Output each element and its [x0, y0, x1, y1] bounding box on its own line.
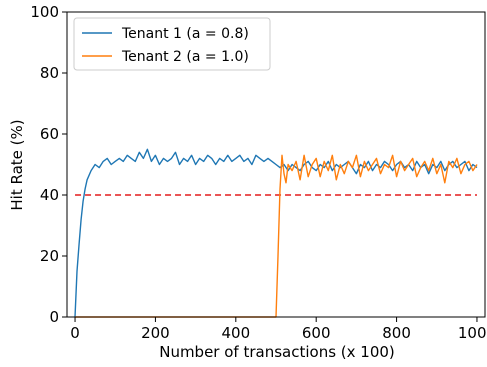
legend-box [73, 17, 271, 71]
x-axis-label: Number of transactions (x 100) [159, 343, 395, 361]
plot-area [74, 148, 478, 318]
legend-label-tenant-2: Tenant 2 (a = 1.0) [121, 49, 249, 65]
y-tick-label: 80 [40, 64, 59, 82]
x-tick-label: 800 [382, 324, 411, 342]
y-axis-label: Hit Rate (%) [8, 119, 26, 210]
y-tick-label: 20 [40, 247, 59, 265]
plot-frame [66, 11, 486, 318]
x-tick-label: 600 [302, 324, 331, 342]
legend-label-tenant-1: Tenant 1 (a = 0.8) [121, 26, 249, 42]
y-tick-label: 0 [49, 308, 59, 326]
y-tick-label: 60 [40, 125, 59, 143]
series-line-tenant-2 [75, 154, 478, 318]
y-tick-label: 100 [30, 3, 59, 21]
y-tick-label: 40 [40, 186, 59, 204]
legend: Tenant 1 (a = 0.8) Tenant 2 (a = 1.0) [73, 17, 271, 71]
x-tick-label: 0 [70, 324, 80, 342]
x-tick-label: 200 [141, 324, 170, 342]
x-tick-label: 400 [221, 324, 250, 342]
